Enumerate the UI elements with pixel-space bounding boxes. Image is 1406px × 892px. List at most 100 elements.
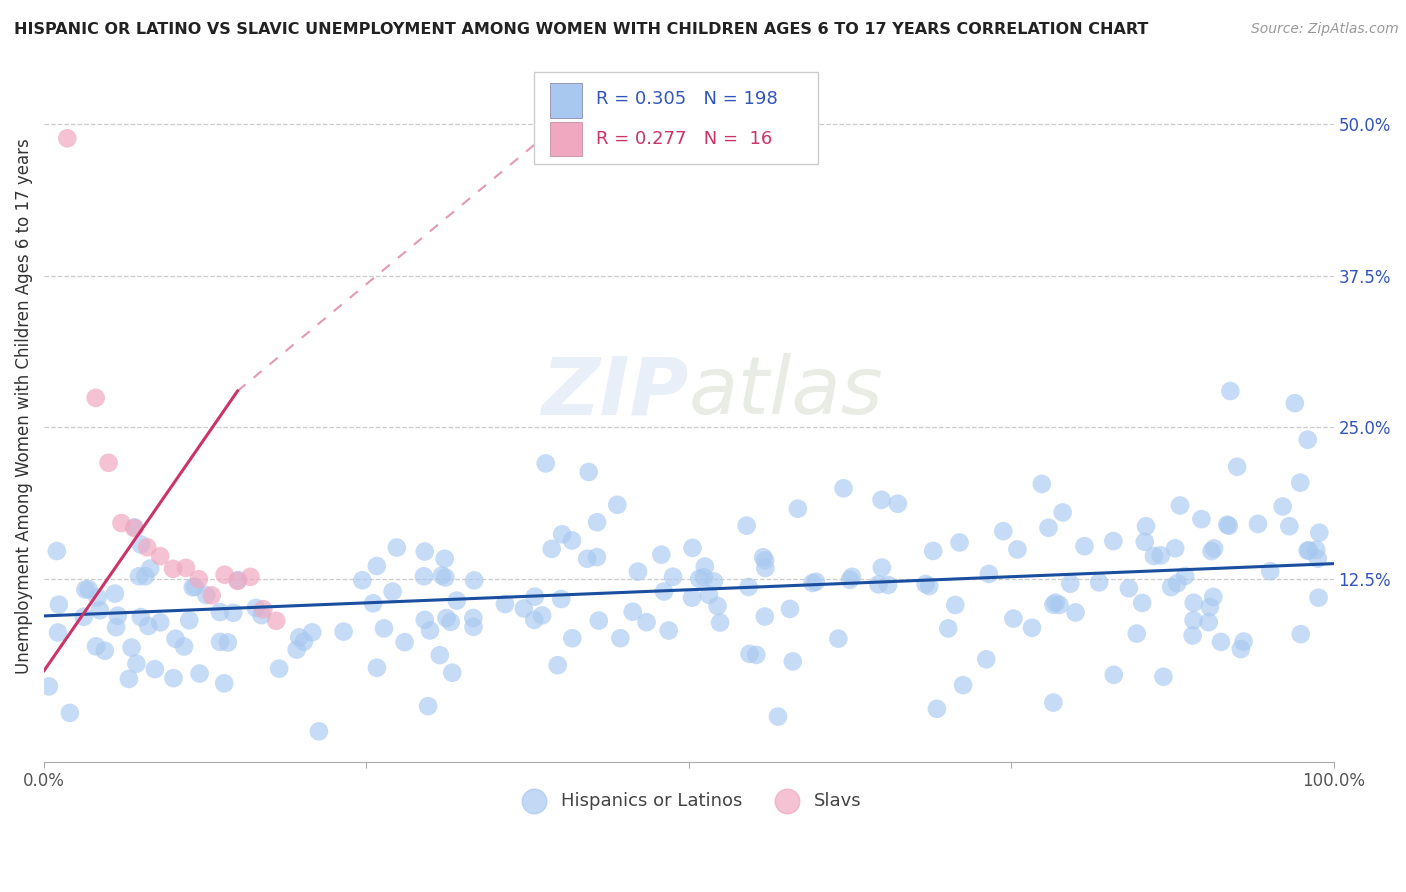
- Point: [121, 640, 143, 655]
- Point: [413, 544, 436, 558]
- Text: HISPANIC OR LATINO VS SLAVIC UNEMPLOYMENT AMONG WOMEN WITH CHILDREN AGES 6 TO 17: HISPANIC OR LATINO VS SLAVIC UNEMPLOYMEN…: [14, 22, 1149, 37]
- Point: [45, 544, 67, 558]
- Point: [250, 608, 273, 623]
- Point: [149, 549, 172, 563]
- Point: [1182, 596, 1205, 610]
- Point: [97, 456, 120, 470]
- Point: [118, 672, 141, 686]
- Point: [1298, 543, 1320, 558]
- Point: [332, 624, 354, 639]
- Point: [1181, 628, 1204, 642]
- Point: [208, 605, 231, 619]
- Point: [693, 570, 716, 584]
- Point: [149, 615, 172, 630]
- Point: [839, 573, 862, 587]
- Point: [1052, 505, 1074, 519]
- Point: [1125, 626, 1147, 640]
- Point: [125, 657, 148, 671]
- Point: [1308, 591, 1330, 605]
- Text: R = 0.277   N =  16: R = 0.277 N = 16: [596, 130, 772, 148]
- Point: [162, 562, 184, 576]
- Point: [706, 599, 728, 613]
- Point: [1199, 599, 1222, 614]
- Point: [301, 625, 323, 640]
- Point: [609, 631, 631, 645]
- Point: [652, 584, 675, 599]
- Point: [1118, 582, 1140, 596]
- Point: [104, 586, 127, 600]
- Point: [547, 658, 569, 673]
- Point: [136, 541, 159, 555]
- Point: [551, 527, 574, 541]
- Point: [245, 601, 267, 615]
- Point: [214, 567, 236, 582]
- Point: [430, 568, 453, 582]
- Point: [413, 613, 436, 627]
- Point: [1209, 635, 1232, 649]
- Point: [1201, 544, 1223, 558]
- Point: [993, 524, 1015, 538]
- Point: [1202, 590, 1225, 604]
- Point: [531, 608, 554, 623]
- Point: [877, 578, 900, 592]
- Point: [1306, 551, 1329, 566]
- Point: [1164, 541, 1187, 556]
- Text: ZIP: ZIP: [541, 353, 689, 431]
- Point: [870, 492, 893, 507]
- Point: [173, 640, 195, 654]
- Point: [832, 481, 855, 495]
- Point: [139, 561, 162, 575]
- Point: [394, 635, 416, 649]
- Point: [606, 498, 628, 512]
- Point: [745, 648, 768, 662]
- Point: [463, 620, 485, 634]
- Point: [887, 497, 910, 511]
- Point: [494, 597, 516, 611]
- FancyBboxPatch shape: [534, 72, 818, 164]
- Point: [804, 574, 827, 589]
- Point: [84, 391, 107, 405]
- Point: [513, 601, 536, 615]
- Point: [1160, 580, 1182, 594]
- Point: [1007, 542, 1029, 557]
- Point: [1045, 596, 1067, 610]
- Point: [419, 624, 441, 638]
- Point: [586, 515, 609, 529]
- Point: [1226, 459, 1249, 474]
- Point: [433, 551, 456, 566]
- Point: [1152, 670, 1174, 684]
- Point: [534, 457, 557, 471]
- Point: [1031, 476, 1053, 491]
- FancyBboxPatch shape: [550, 122, 582, 156]
- Point: [662, 570, 685, 584]
- Point: [143, 662, 166, 676]
- Point: [124, 521, 146, 535]
- Point: [252, 602, 274, 616]
- Point: [578, 465, 600, 479]
- Point: [948, 535, 970, 549]
- Point: [977, 566, 1000, 581]
- Point: [588, 614, 610, 628]
- Point: [925, 702, 948, 716]
- Point: [682, 541, 704, 555]
- Point: [446, 593, 468, 607]
- Point: [766, 709, 789, 723]
- FancyBboxPatch shape: [550, 83, 582, 118]
- Point: [84, 640, 107, 654]
- Point: [870, 560, 893, 574]
- Point: [974, 652, 997, 666]
- Point: [650, 548, 672, 562]
- Point: [441, 665, 464, 680]
- Point: [1271, 500, 1294, 514]
- Point: [269, 662, 291, 676]
- Point: [922, 544, 945, 558]
- Point: [226, 574, 249, 588]
- Point: [1064, 606, 1087, 620]
- Point: [174, 561, 197, 575]
- Point: [195, 588, 218, 602]
- Point: [1219, 384, 1241, 398]
- Point: [412, 569, 434, 583]
- Point: [779, 602, 801, 616]
- Point: [179, 613, 201, 627]
- Point: [436, 611, 458, 625]
